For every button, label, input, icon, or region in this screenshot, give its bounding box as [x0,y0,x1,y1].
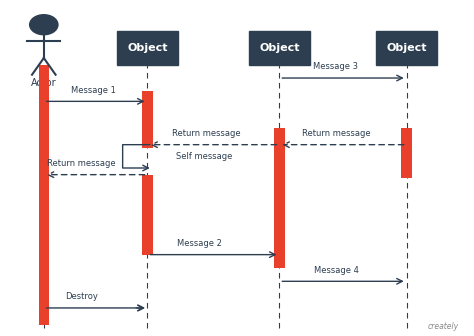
Text: Return message: Return message [301,129,370,138]
Text: Object: Object [127,43,168,53]
Bar [274,128,284,268]
Text: Return message: Return message [172,129,241,138]
Bar [142,91,153,148]
Text: Object: Object [259,43,300,53]
Text: Actor: Actor [31,78,56,88]
Bar [38,65,49,325]
Circle shape [30,15,58,35]
Text: Message 3: Message 3 [313,62,358,71]
Text: Message 1: Message 1 [71,86,116,95]
Text: Return message: Return message [47,159,116,168]
Text: Self message: Self message [176,152,232,161]
Bar [249,31,310,65]
Bar [401,128,412,178]
Text: Message 2: Message 2 [177,239,222,248]
Bar [142,175,153,255]
Text: Destroy: Destroy [65,292,98,301]
Bar [376,31,438,65]
Text: creately: creately [428,322,458,331]
Text: Message 4: Message 4 [313,266,358,275]
Bar [117,31,178,65]
Text: Object: Object [386,43,427,53]
